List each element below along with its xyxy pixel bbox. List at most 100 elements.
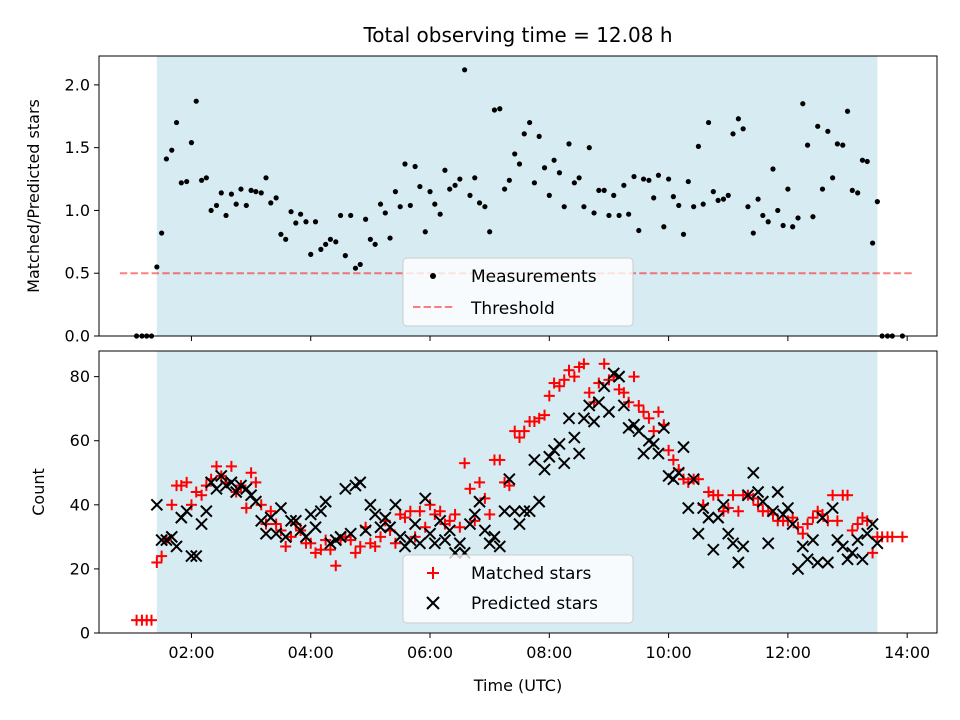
predicted-star-point (483, 537, 496, 550)
predicted-star-point (279, 530, 292, 544)
predicted-star-point (404, 533, 417, 547)
matched-star-point (593, 377, 605, 389)
measurement-point (591, 210, 597, 216)
predicted-star-point (513, 517, 526, 531)
measurement-point (223, 212, 229, 219)
matched-star-point (280, 540, 292, 552)
measurement-point (163, 156, 169, 162)
measurement-point (169, 147, 175, 153)
measurement-point (536, 133, 542, 139)
matched-star-point (166, 499, 178, 511)
matched-star-point (652, 406, 664, 418)
legend-label-predicted: Predicted stars (471, 594, 598, 614)
measurement-point (611, 192, 617, 198)
predicted-star-point (274, 501, 288, 515)
measurement-point (795, 215, 801, 221)
predicted-star-point (413, 537, 427, 550)
measurement-point (840, 142, 846, 148)
predicted-star-point (692, 527, 705, 540)
legend-label-matched: Matched stars (471, 564, 591, 584)
matched-star-point (265, 505, 277, 517)
predicted-star-point (165, 530, 178, 544)
matched-star-point (285, 531, 297, 543)
predicted-star-point (229, 485, 243, 499)
measurement-point (352, 265, 359, 271)
matched-star-point (409, 531, 421, 543)
predicted-star-point (781, 501, 795, 515)
predicted-star-point (368, 508, 382, 521)
predicted-star-point (657, 421, 671, 435)
measurement-point (303, 219, 309, 225)
measurement-point (159, 230, 165, 236)
measurement-point (442, 167, 448, 173)
x-tick-label: 10:00 (646, 643, 692, 662)
measurement-point (651, 195, 657, 201)
matched-star-point (727, 489, 739, 501)
predicted-star-point (583, 399, 596, 412)
legend-label-measurements: Measurements (471, 267, 597, 287)
measurement-point (800, 101, 806, 107)
measurement-point (601, 187, 607, 193)
measurement-point (387, 235, 393, 241)
measurement-point (337, 212, 344, 219)
predicted-star-point (463, 517, 477, 531)
measurement-point (646, 177, 652, 183)
predicted-star-point (791, 562, 805, 576)
matched-star-point (324, 544, 336, 556)
measurement-point (397, 204, 403, 210)
measurement-point (596, 187, 602, 193)
matched-star-point (469, 515, 481, 527)
measurement-point (725, 192, 731, 198)
measurement-point (184, 178, 190, 185)
measurement-point (855, 190, 861, 196)
measurement-point (864, 158, 870, 165)
measurement-point (715, 197, 721, 203)
measurement-point (790, 224, 796, 230)
matched-star-point (270, 518, 282, 530)
measurement-point (417, 183, 423, 190)
measurement-point (705, 119, 712, 126)
x-tick-label: 08:00 (526, 643, 572, 662)
predicted-star-point (249, 495, 263, 508)
measurement-point (581, 204, 587, 210)
predicted-star-point (717, 498, 730, 512)
predicted-star-point (766, 505, 780, 518)
measurement-point (626, 211, 632, 217)
predicted-star-point (687, 472, 700, 486)
predicted-star-point (597, 380, 611, 393)
measurement-point (233, 201, 239, 207)
measurement-point (208, 207, 214, 214)
measurement-point (516, 161, 523, 167)
matched-star-point (792, 521, 804, 533)
predicted-star-point (627, 418, 641, 431)
predicted-star-point (652, 447, 665, 460)
matched-star-point (539, 409, 551, 421)
matched-star-point (345, 534, 357, 546)
measurement-point (680, 231, 687, 237)
measurement-point (830, 175, 836, 181)
measurement-point (849, 187, 855, 193)
matched-star-point (752, 499, 764, 511)
predicted-star-point (225, 476, 238, 489)
measurement-point (357, 261, 363, 268)
predicted-star-point (314, 505, 328, 518)
measurement-point (273, 195, 279, 201)
measurement-point (755, 196, 761, 202)
measurement-point (785, 186, 791, 192)
predicted-star-point (553, 437, 566, 451)
matched-star-point (354, 540, 366, 552)
measurement-point (193, 98, 199, 104)
predicted-star-point (195, 517, 208, 531)
predicted-star-point (617, 399, 631, 412)
matched-star-point (509, 425, 521, 437)
matched-star-point (444, 515, 456, 527)
predicted-star-point (299, 530, 313, 544)
predicted-star-point (200, 505, 213, 518)
measurement-point (815, 123, 821, 129)
measurement-point (606, 212, 612, 219)
measurement-point (551, 157, 557, 163)
matched-star-point (434, 505, 446, 517)
y-tick-label: 80 (70, 367, 90, 386)
measurement-point (670, 194, 676, 200)
predicted-star-point (289, 514, 303, 528)
